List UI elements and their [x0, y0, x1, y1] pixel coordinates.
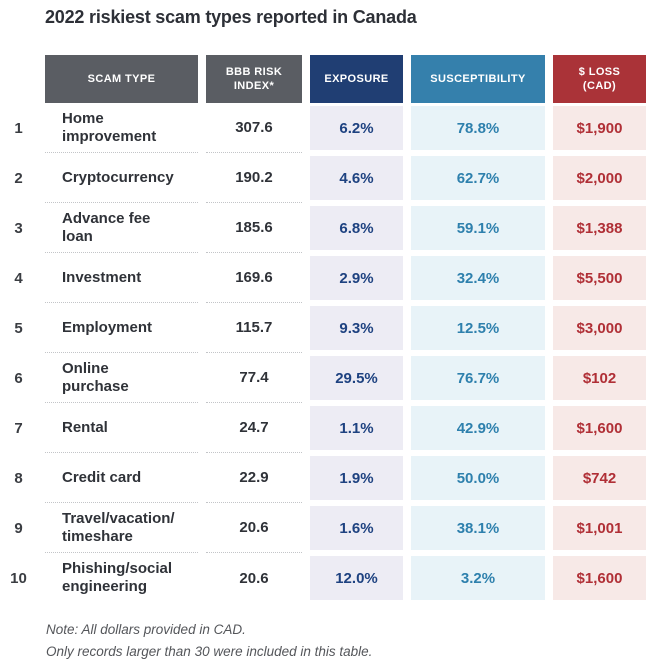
rank-cell: 7: [14, 419, 23, 437]
table-row: 4 Investment 169.6 2.9% 32.4% $5,500: [0, 253, 654, 303]
susceptibility-cell: 32.4%: [411, 256, 545, 300]
loss-cell: $2,000: [553, 156, 646, 200]
page-title: 2022 riskiest scam types reported in Can…: [45, 7, 417, 27]
exposure-cell: 9.3%: [310, 306, 403, 350]
column-header-susceptibility: SUSCEPTIBILITY: [411, 55, 545, 103]
scam-risk-table: SCAM TYPE BBB RISK INDEX* EXPOSURE SUSCE…: [0, 55, 654, 603]
table-row: 6 Online purchase 77.4 29.5% 76.7% $102: [0, 353, 654, 403]
column-header-loss: $ LOSS (CAD): [553, 55, 646, 103]
scam-type-cell: Rental: [45, 403, 198, 453]
susceptibility-cell: 76.7%: [411, 356, 545, 400]
note-line-2: Only records larger than 30 were include…: [46, 644, 373, 659]
table-row: 9 Travel/vacation/ timeshare 20.6 1.6% 3…: [0, 503, 654, 553]
exposure-cell: 29.5%: [310, 356, 403, 400]
susceptibility-cell: 50.0%: [411, 456, 545, 500]
exposure-cell: 2.9%: [310, 256, 403, 300]
risk-index-cell: 307.6: [206, 103, 302, 153]
loss-cell: $1,001: [553, 506, 646, 550]
rank-cell: 1: [14, 119, 23, 137]
susceptibility-cell: 59.1%: [411, 206, 545, 250]
table-row: 3 Advance fee loan 185.6 6.8% 59.1% $1,3…: [0, 203, 654, 253]
table-row: 1 Home improvement 307.6 6.2% 78.8% $1,9…: [0, 103, 654, 153]
susceptibility-cell: 42.9%: [411, 406, 545, 450]
risk-index-cell: 24.7: [206, 403, 302, 453]
susceptibility-cell: 12.5%: [411, 306, 545, 350]
scam-type-cell: Employment: [45, 303, 198, 353]
risk-index-cell: 185.6: [206, 203, 302, 253]
rank-cell: 4: [14, 269, 23, 287]
exposure-cell: 1.1%: [310, 406, 403, 450]
loss-cell: $1,388: [553, 206, 646, 250]
table-row: 2 Cryptocurrency 190.2 4.6% 62.7% $2,000: [0, 153, 654, 203]
exposure-cell: 12.0%: [310, 556, 403, 600]
loss-cell: $3,000: [553, 306, 646, 350]
exposure-cell: 1.6%: [310, 506, 403, 550]
rank-column-spacer: [0, 55, 37, 103]
rank-cell: 9: [14, 519, 23, 537]
footnotes: Note: All dollars provided in CAD. Only …: [46, 622, 372, 666]
note-line-1: Note: All dollars provided in CAD.: [46, 622, 246, 637]
loss-cell: $1,600: [553, 556, 646, 600]
scam-type-cell: Credit card: [45, 453, 198, 503]
exposure-cell: 4.6%: [310, 156, 403, 200]
rank-cell: 2: [14, 169, 23, 187]
scam-type-cell: Advance fee loan: [45, 203, 198, 253]
column-header-bbb-risk-index: BBB RISK INDEX*: [206, 55, 302, 103]
scam-type-cell: Investment: [45, 253, 198, 303]
column-header-exposure: EXPOSURE: [310, 55, 403, 103]
loss-cell: $5,500: [553, 256, 646, 300]
risk-index-cell: 20.6: [206, 503, 302, 553]
rank-cell: 5: [14, 319, 23, 337]
risk-index-cell: 115.7: [206, 303, 302, 353]
exposure-cell: 1.9%: [310, 456, 403, 500]
rank-cell: 3: [14, 219, 23, 237]
rank-cell: 8: [14, 469, 23, 487]
table-header-row: SCAM TYPE BBB RISK INDEX* EXPOSURE SUSCE…: [0, 55, 654, 103]
scam-type-cell: Cryptocurrency: [45, 153, 198, 203]
table-row: 8 Credit card 22.9 1.9% 50.0% $742: [0, 453, 654, 503]
scam-type-cell: Travel/vacation/ timeshare: [45, 503, 198, 553]
risk-index-cell: 190.2: [206, 153, 302, 203]
scam-type-cell: Home improvement: [45, 103, 198, 153]
rank-cell: 10: [10, 569, 27, 587]
rank-cell: 6: [14, 369, 23, 387]
exposure-cell: 6.8%: [310, 206, 403, 250]
table-row: 7 Rental 24.7 1.1% 42.9% $1,600: [0, 403, 654, 453]
table-row: 5 Employment 115.7 9.3% 12.5% $3,000: [0, 303, 654, 353]
susceptibility-cell: 3.2%: [411, 556, 545, 600]
loss-cell: $1,900: [553, 106, 646, 150]
risk-index-cell: 22.9: [206, 453, 302, 503]
scam-type-cell: Online purchase: [45, 353, 198, 403]
risk-index-cell: 77.4: [206, 353, 302, 403]
column-header-scam-type: SCAM TYPE: [45, 55, 198, 103]
susceptibility-cell: 78.8%: [411, 106, 545, 150]
loss-cell: $1,600: [553, 406, 646, 450]
susceptibility-cell: 38.1%: [411, 506, 545, 550]
susceptibility-cell: 62.7%: [411, 156, 545, 200]
loss-cell: $742: [553, 456, 646, 500]
exposure-cell: 6.2%: [310, 106, 403, 150]
risk-index-cell: 20.6: [239, 569, 269, 587]
risk-index-cell: 169.6: [206, 253, 302, 303]
table-row: 10 Phishing/social engineering 20.6 12.0…: [0, 553, 654, 603]
loss-cell: $102: [553, 356, 646, 400]
scam-type-cell: Phishing/social engineering: [62, 560, 173, 595]
